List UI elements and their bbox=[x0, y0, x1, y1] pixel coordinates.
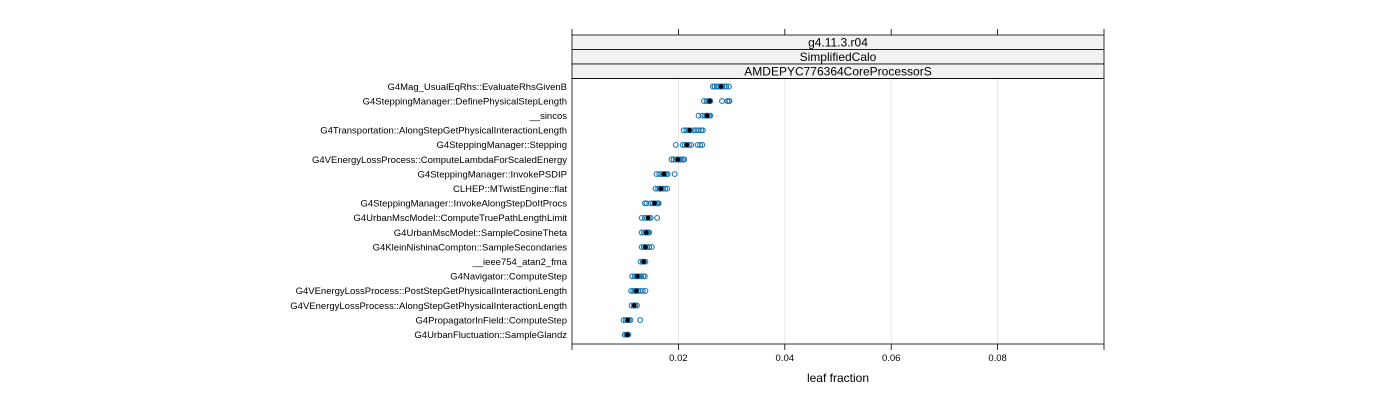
strip-label-2: AMDEPYC776364CoreProcessorS bbox=[744, 65, 931, 79]
data-point-1-8 bbox=[726, 98, 733, 105]
median-point-1 bbox=[707, 98, 713, 104]
median-point-14 bbox=[634, 288, 639, 294]
data-point-9-5 bbox=[654, 214, 661, 221]
data-point-5-8 bbox=[681, 156, 688, 163]
data-point-4-0 bbox=[672, 141, 679, 148]
category-label-5: G4VEnergyLossProcess::ComputeLambdaForSc… bbox=[312, 155, 567, 166]
data-point-2-0 bbox=[695, 112, 702, 119]
data-point-0-7 bbox=[723, 83, 730, 90]
plot-frame bbox=[571, 78, 1105, 345]
median-point-4 bbox=[684, 142, 690, 148]
category-label-9: G4UrbanMscModel::ComputeTruePathLengthLi… bbox=[354, 213, 568, 224]
data-point-14-7 bbox=[642, 287, 649, 294]
median-point-0 bbox=[718, 84, 724, 89]
median-point-11 bbox=[643, 244, 648, 250]
data-point-3-8 bbox=[699, 127, 706, 134]
category-label-17: G4UrbanFluctuation::SampleGlandz bbox=[414, 330, 567, 341]
data-points bbox=[620, 83, 733, 338]
category-label-10: G4UrbanMscModel::SampleCosineTheta bbox=[394, 228, 568, 239]
category-label-12: __ieee754_atan2_fma bbox=[471, 257, 567, 268]
category-label-15: G4VEnergyLossProcess::AlongStepGetPhysic… bbox=[290, 301, 567, 312]
data-point-1-5 bbox=[719, 98, 725, 105]
category-label-7: CLHEP::MTwistEngine::flat bbox=[453, 184, 567, 195]
median-point-15 bbox=[631, 303, 637, 308]
strip-headers: g4.11.3.r04SimplifiedCaloAMDEPYC776364Co… bbox=[571, 34, 1105, 79]
category-label-3: G4Transportation::AlongStepGetPhysicalIn… bbox=[320, 126, 567, 137]
category-label-11: G4KleinNishinaCompton::SampleSecondaries bbox=[373, 242, 568, 253]
median-point-6 bbox=[661, 171, 667, 177]
x-axis-title: leaf fraction bbox=[807, 371, 869, 385]
data-point-4-8 bbox=[699, 141, 706, 148]
median-point-16 bbox=[625, 317, 631, 323]
category-label-1: G4SteppingManager::DefinePhysicalStepLen… bbox=[363, 96, 567, 107]
category-label-6: G4SteppingManager::InvokePSDIP bbox=[418, 169, 567, 180]
median-point-3 bbox=[687, 128, 692, 133]
category-label-0: G4Mag_UsualEqRhs::EvaluateRhsGivenB bbox=[387, 82, 567, 93]
median-point-13 bbox=[635, 274, 640, 279]
x-tick-label-1: 0.04 bbox=[776, 353, 795, 364]
data-point-13-7 bbox=[641, 273, 648, 280]
category-label-13: G4Navigator::ComputeStep bbox=[450, 272, 567, 283]
median-point-10 bbox=[644, 230, 649, 235]
data-point-6-7 bbox=[671, 171, 678, 178]
data-point-7-6 bbox=[664, 185, 671, 192]
category-label-14: G4VEnergyLossProcess::PostStepGetPhysica… bbox=[296, 286, 567, 297]
data-point-0-8 bbox=[725, 83, 732, 90]
median-point-7 bbox=[658, 186, 664, 191]
data-point-4-7 bbox=[697, 141, 704, 148]
median-point-5 bbox=[675, 157, 681, 162]
category-label-4: G4SteppingManager::Stepping bbox=[437, 140, 567, 151]
category-label-8: G4SteppingManager::InvokeAlongStepDoItPr… bbox=[361, 199, 568, 210]
category-label-16: G4PropagatorInField::ComputeStep bbox=[415, 315, 567, 326]
grid-lines bbox=[677, 78, 999, 344]
x-tick-label-0: 0.02 bbox=[669, 353, 688, 364]
median-point-17 bbox=[625, 332, 630, 338]
panel-frame bbox=[571, 78, 1105, 345]
category-labels: G4Mag_UsualEqRhs::EvaluateRhsGivenBG4Ste… bbox=[290, 82, 567, 341]
data-point-16-5 bbox=[637, 317, 644, 324]
data-point-14-6 bbox=[639, 287, 646, 294]
median-point-2 bbox=[704, 113, 710, 118]
data-point-11-5 bbox=[648, 244, 655, 251]
x-tick-label-2: 0.06 bbox=[882, 353, 901, 364]
median-point-9 bbox=[645, 215, 651, 221]
x-axis: 0.02 0.04 0.06 0.08 bbox=[571, 29, 1105, 364]
strip-label-0: g4.11.3.r04 bbox=[808, 36, 868, 50]
strip-label-1: SimplifiedCalo bbox=[800, 50, 877, 64]
median-point-8 bbox=[652, 201, 657, 206]
median-point-12 bbox=[641, 259, 647, 265]
category-label-2: __sincos bbox=[529, 111, 568, 122]
x-tick-label-3: 0.08 bbox=[988, 353, 1007, 364]
